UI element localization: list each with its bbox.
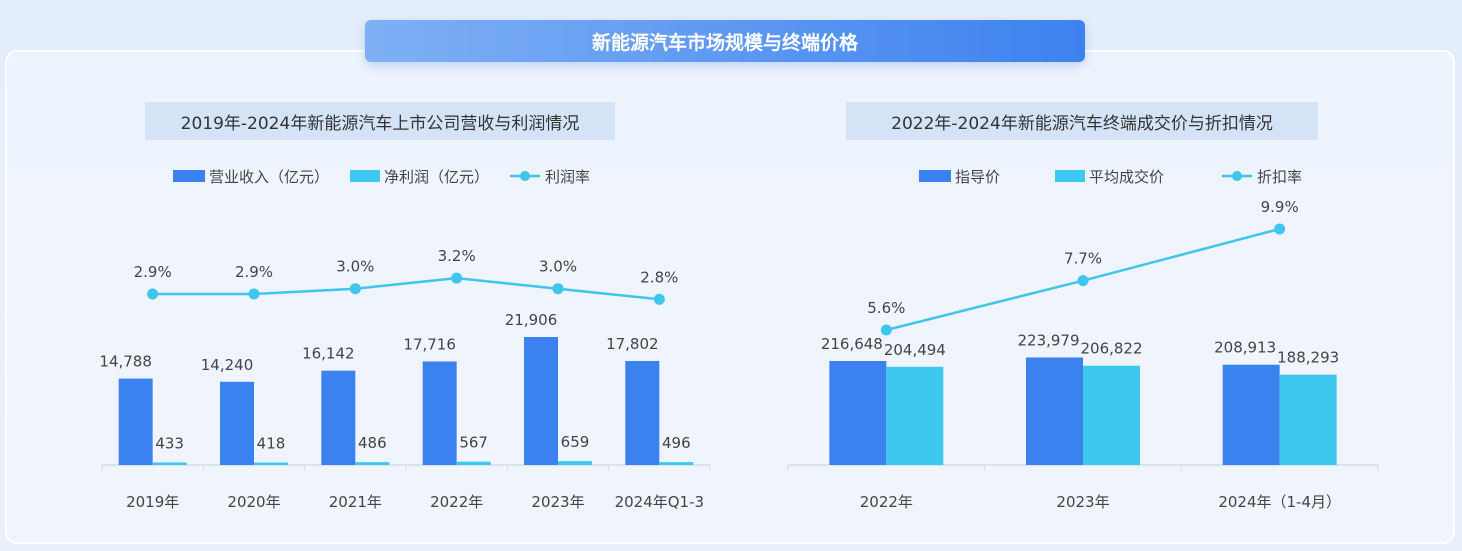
- right-legend-swatch: [919, 170, 951, 182]
- right-legend-label: 指导价: [955, 168, 1000, 186]
- right-data-label: 208,913: [1214, 339, 1276, 357]
- right-line-point: [880, 324, 892, 336]
- right-bar-平均成交价: [886, 366, 944, 465]
- right-line-label: 9.9%: [1261, 198, 1299, 216]
- left-line-label: 2.9%: [134, 263, 172, 281]
- left-data-label: 567: [459, 434, 488, 452]
- left-legend-swatch: [173, 170, 205, 182]
- left-x-tick-label: 2023年: [531, 493, 584, 511]
- left-bar-净利润（亿元）: [152, 462, 187, 465]
- left-legend-swatch: [350, 170, 380, 182]
- left-data-label: 17,802: [606, 335, 659, 353]
- left-bar-净利润（亿元）: [456, 461, 491, 465]
- right-bar-指导价: [1026, 357, 1083, 465]
- left-bar-营业收入（亿元）: [321, 370, 356, 465]
- left-line-point: [451, 272, 463, 284]
- left-data-label: 16,142: [302, 345, 355, 363]
- right-bar-指导价: [1222, 364, 1280, 465]
- left-line-利润率: [152, 276, 660, 301]
- right-legend-marker: [1232, 171, 1242, 181]
- left-x-tick-label: 2021年: [329, 493, 382, 511]
- left-line-point: [653, 293, 665, 305]
- left-data-label: 21,906: [505, 311, 558, 329]
- left-line-point: [349, 283, 361, 295]
- right-data-label: 206,822: [1080, 340, 1142, 358]
- right-line-point: [1274, 223, 1286, 235]
- right-legend-label: 平均成交价: [1089, 168, 1164, 186]
- left-x-tick-label: 2024年Q1-3: [615, 493, 704, 511]
- right-line-label: 5.6%: [867, 299, 905, 317]
- left-data-label: 486: [358, 434, 387, 452]
- left-line-label: 3.0%: [336, 258, 374, 276]
- left-bar-营业收入（亿元）: [220, 381, 254, 465]
- left-data-label: 17,716: [403, 335, 456, 353]
- left-bar-净利润（亿元）: [659, 462, 694, 465]
- left-line-label: 3.0%: [539, 258, 577, 276]
- left-bar-净利润（亿元）: [355, 462, 390, 465]
- left-data-label: 659: [561, 433, 590, 451]
- left-legend-label: 净利润（亿元）: [384, 168, 489, 186]
- left-legend-label: 利润率: [545, 168, 590, 186]
- left-legend-label: 营业收入（亿元）: [209, 168, 329, 186]
- left-chart-title: 2019年-2024年新能源汽车上市公司营收与利润情况: [145, 102, 615, 140]
- right-x-tick-label: 2022年: [860, 493, 913, 511]
- left-legend-marker: [520, 171, 530, 181]
- right-data-label: 188,293: [1277, 349, 1339, 367]
- right-line-point: [1077, 275, 1089, 287]
- right-data-label: 204,494: [884, 341, 946, 359]
- left-x-tick-label: 2022年: [430, 493, 483, 511]
- right-legend-label: 折扣率: [1257, 168, 1302, 186]
- left-data-label: 14,240: [201, 356, 254, 374]
- right-x-tick-label: 2023年: [1056, 493, 1109, 511]
- page-title: 新能源汽车市场规模与终端价格: [365, 20, 1085, 62]
- right-legend-swatch: [1055, 170, 1085, 182]
- right-bar-平均成交价: [1279, 374, 1337, 465]
- left-data-label: 418: [257, 435, 286, 453]
- left-data-label: 433: [155, 434, 184, 452]
- left-line-label: 3.2%: [438, 247, 476, 265]
- left-bar-营业收入（亿元）: [524, 337, 558, 465]
- left-line-label: 2.8%: [640, 268, 678, 286]
- right-bar-指导价: [829, 361, 887, 465]
- right-x-tick-label: 2024年（1-4月）: [1218, 493, 1341, 511]
- left-x-tick-label: 2020年: [227, 493, 280, 511]
- left-data-label: 496: [662, 434, 691, 452]
- left-x-tick-label: 2019年: [126, 493, 179, 511]
- left-bar-营业收入（亿元）: [118, 378, 153, 465]
- right-data-label: 223,979: [1017, 331, 1079, 349]
- right-chart-title: 2022年-2024年新能源汽车终端成交价与折扣情况: [846, 102, 1318, 140]
- left-bar-营业收入（亿元）: [625, 360, 660, 465]
- left-bar-净利润（亿元）: [254, 462, 288, 465]
- left-bar-营业收入（亿元）: [422, 361, 457, 465]
- left-bar-净利润（亿元）: [558, 461, 592, 465]
- left-data-label: 14,788: [99, 353, 152, 371]
- left-line-point: [147, 288, 159, 300]
- left-line-point: [552, 283, 564, 295]
- left-line-point: [248, 288, 260, 300]
- right-bar-平均成交价: [1083, 365, 1140, 465]
- right-data-label: 216,648: [821, 335, 883, 353]
- right-line-label: 7.7%: [1064, 250, 1102, 268]
- left-line-label: 2.9%: [235, 263, 273, 281]
